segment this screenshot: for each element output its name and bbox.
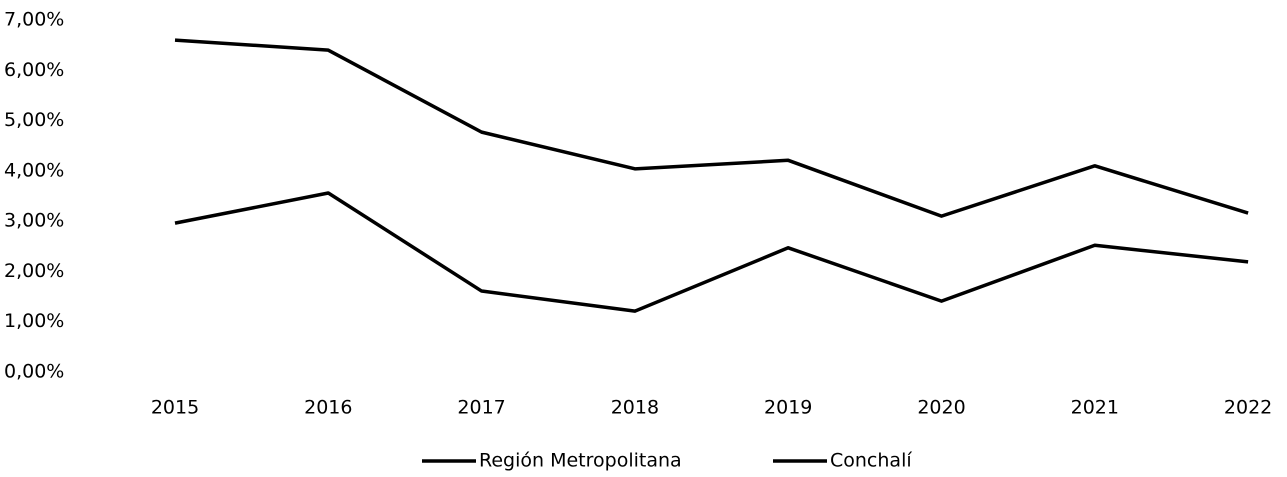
x-tick-label: 2022: [1224, 397, 1272, 419]
y-tick-label: 7,00%: [4, 9, 64, 31]
y-tick-label: 4,00%: [4, 159, 64, 181]
y-tick-label: 3,00%: [4, 210, 64, 232]
x-tick-label: 2019: [764, 397, 812, 419]
y-tick-label: 0,00%: [4, 361, 64, 383]
legend-label: Conchalí: [830, 450, 912, 472]
y-tick-label: 1,00%: [4, 310, 64, 332]
x-tick-label: 2021: [1071, 397, 1119, 419]
series-line: [174, 38, 1249, 218]
y-tick-label: 6,00%: [4, 59, 64, 81]
x-tick-label: 2020: [917, 397, 965, 419]
series-line: [174, 191, 1249, 313]
x-tick-label: 2016: [304, 397, 352, 419]
y-tick-label: 5,00%: [4, 109, 64, 131]
x-tick-label: 2018: [611, 397, 659, 419]
x-tick-label: 2015: [151, 397, 199, 419]
y-tick-label: 2,00%: [4, 260, 64, 282]
x-tick-label: 2017: [457, 397, 505, 419]
legend-label: Región Metropolitana: [479, 450, 682, 472]
